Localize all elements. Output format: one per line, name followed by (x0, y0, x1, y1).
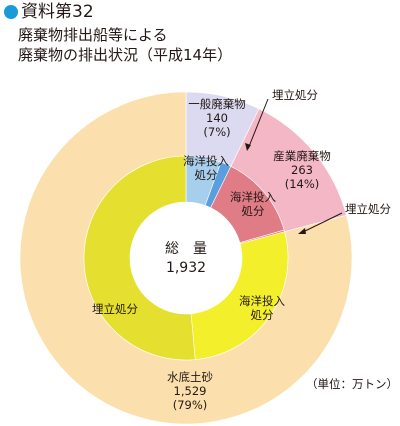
industrial-ocean-label-line2: 処分 (242, 204, 265, 218)
industrial-waste-name: 産業廃棄物 (273, 149, 331, 163)
sediment-ocean-label-line2: 処分 (251, 308, 274, 322)
center-total-value: 1,932 (166, 260, 206, 276)
unit-note: （単位：万トン） (306, 377, 398, 391)
industrial-waste-value: 263 (291, 163, 313, 177)
general-landfill-callout-line (247, 98, 269, 150)
general-ocean-label-line1: 海洋投入 (183, 154, 229, 168)
inner-ring (83, 155, 289, 361)
general-landfill-callout-arrowhead (245, 143, 251, 151)
industrial-waste-percent: (14%) (285, 177, 320, 191)
chart-title-line-2: 廃棄物の排出状況（平成14年） (18, 46, 233, 64)
general-landfill-callout-label: 埋立処分 (272, 88, 318, 102)
sediment-name: 水底土砂 (167, 370, 213, 384)
general-waste-name: 一般廃棄物 (188, 97, 246, 111)
material-number-label: 資料第32 (21, 2, 94, 22)
industrial-landfill-callout-arrowhead (298, 228, 306, 234)
general-waste-value: 140 (206, 111, 228, 125)
industrial-landfill-callout-label: 埋立処分 (345, 202, 391, 216)
sediment-percent: (79%) (173, 398, 208, 412)
general-ocean-label-line2: 処分 (195, 168, 218, 182)
sediment-value: 1,529 (174, 384, 207, 398)
sediment-landfill-label: 埋立処分 (92, 302, 138, 316)
center-label: 総 量 (165, 241, 207, 257)
bullet-dot-icon (4, 5, 18, 19)
industrial-ocean-label-line1: 海洋投入 (230, 190, 276, 204)
title-row: 資料第32 (4, 2, 94, 22)
general-waste-percent: (7%) (203, 125, 230, 139)
center-hole (130, 202, 242, 314)
industrial-landfill-callout-line (300, 212, 343, 234)
chart-title-line-1: 廃棄物排出船等による (18, 26, 168, 44)
sediment-ocean-label-line1: 海洋投入 (239, 294, 285, 308)
